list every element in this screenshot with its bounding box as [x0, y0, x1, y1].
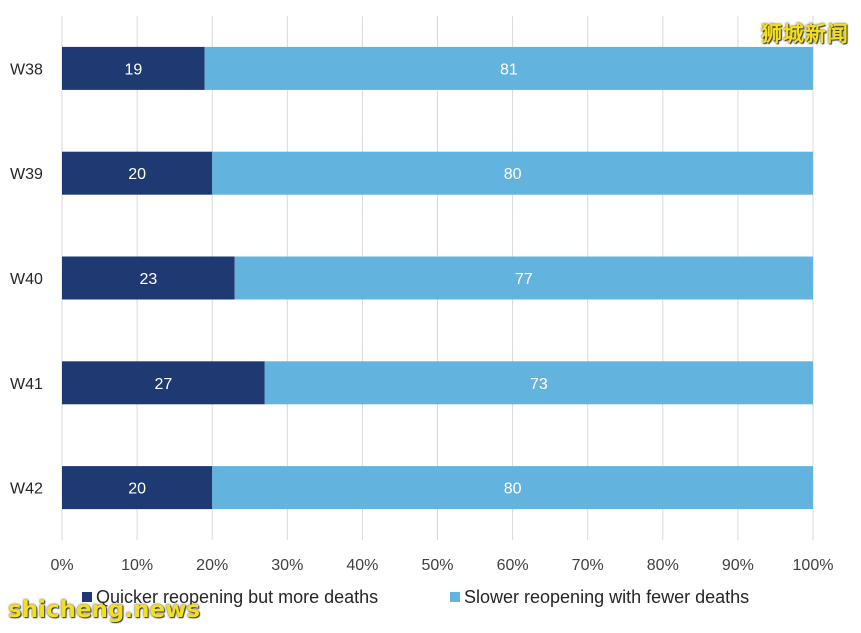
bar-segment [62, 361, 265, 405]
x-tick-label: 80% [647, 557, 679, 574]
data-label: 23 [139, 271, 157, 288]
data-label: 80 [504, 481, 522, 498]
data-label: 80 [504, 166, 522, 183]
watermark-bottom: shicheng.news [8, 597, 201, 623]
x-tick-label: 10% [121, 557, 153, 574]
category-label: W42 [10, 481, 43, 498]
legend-swatch [82, 592, 92, 602]
x-tick-label: 100% [793, 557, 834, 574]
category-label: W40 [10, 271, 43, 288]
bar-segment [62, 256, 235, 300]
x-tick-label: 60% [497, 557, 529, 574]
bar-segment [62, 46, 205, 90]
legend-swatch [450, 592, 460, 602]
x-tick-label: 40% [346, 557, 378, 574]
x-tick-label: 90% [722, 557, 754, 574]
category-label: W39 [10, 166, 43, 183]
category-label: W41 [10, 376, 43, 393]
data-label: 27 [154, 376, 172, 393]
x-tick-label: 30% [271, 557, 303, 574]
x-tick-label: 20% [196, 557, 228, 574]
bars: 19 81 20 80 23 77 27 73 20 80 [62, 46, 814, 510]
data-label: 73 [530, 376, 548, 393]
category-labels: W38 W39 W40 W41 W42 [10, 61, 43, 497]
bar-segment [62, 151, 213, 195]
legend-label: Slower reopening with fewer deaths [464, 587, 749, 607]
bar-segment [264, 361, 813, 405]
bar-segment [204, 46, 813, 90]
data-label: 20 [128, 166, 146, 183]
x-tick-label: 50% [421, 557, 453, 574]
legend: Quicker reopening but more deaths Slower … [82, 587, 749, 607]
x-tick-labels: 0% 10% 20% 30% 40% 50% 60% 70% 80% 90% 100% [50, 557, 833, 574]
data-label: 19 [124, 61, 142, 78]
category-label: W38 [10, 61, 43, 78]
bar-segment [234, 256, 814, 300]
data-label: 81 [500, 61, 518, 78]
x-tick-label: 70% [572, 557, 604, 574]
legend-label: Quicker reopening but more deaths [96, 587, 378, 607]
bar-segment [212, 151, 813, 195]
data-label: 20 [128, 481, 146, 498]
bar-segment [212, 466, 813, 510]
bar-segment [62, 466, 213, 510]
x-tick-label: 0% [50, 557, 73, 574]
data-label: 77 [515, 271, 533, 288]
watermark-top: 狮城新闻 [761, 22, 849, 46]
